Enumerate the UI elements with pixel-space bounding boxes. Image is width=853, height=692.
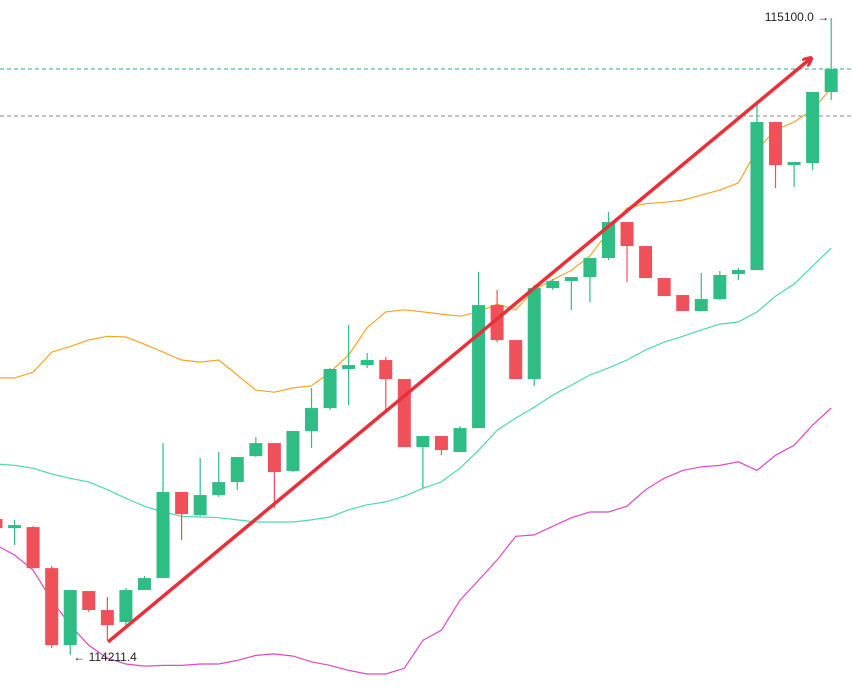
candle-body (212, 482, 226, 496)
candle-body (434, 436, 448, 451)
candle-body (583, 258, 597, 278)
candle-body (694, 299, 708, 312)
candle-body (119, 590, 133, 623)
band-line (0, 247, 832, 523)
candle-body (806, 91, 820, 164)
candle-body (787, 162, 801, 166)
candle-body (63, 590, 77, 646)
candle-body (0, 519, 3, 529)
candle-body (750, 122, 764, 271)
candle-body (397, 379, 411, 448)
candle-body (676, 295, 690, 312)
candle-body (639, 246, 653, 279)
candle-body (769, 122, 783, 166)
candle-body (137, 578, 151, 591)
candle-body (26, 527, 40, 569)
candle-body (267, 443, 281, 473)
min-label: ← 114211.4 (73, 650, 137, 664)
candle-body (472, 305, 486, 429)
candle-body (360, 360, 374, 366)
candle-body (379, 360, 393, 380)
candle-body (82, 591, 96, 611)
band-line (0, 87, 832, 393)
candle-body (249, 443, 263, 457)
candle-body (342, 365, 356, 370)
candle-body (564, 277, 578, 282)
candle-body (305, 408, 319, 432)
candle-body (657, 278, 671, 297)
candle-body (453, 428, 467, 453)
candle-body (546, 281, 560, 289)
candle-body (323, 369, 337, 409)
plot (0, 18, 853, 675)
candle-body (175, 492, 189, 515)
candle-body (620, 222, 634, 247)
candle-body (45, 568, 59, 646)
candle-body (193, 495, 207, 516)
candle-body (713, 275, 727, 300)
candle-body (509, 340, 523, 380)
trend-arrow (106, 59, 810, 644)
candle-body (416, 436, 430, 448)
candle-body (824, 68, 838, 92)
candle-body (731, 270, 745, 275)
candle-body (490, 305, 504, 341)
candle-body (527, 288, 541, 380)
candle-body (100, 610, 114, 626)
candle-body (8, 525, 22, 529)
candle-body (286, 431, 300, 472)
candle-body (230, 457, 244, 483)
candle-body (156, 492, 170, 579)
band-line (0, 407, 832, 675)
max-label: 115100.0 → (765, 10, 830, 24)
